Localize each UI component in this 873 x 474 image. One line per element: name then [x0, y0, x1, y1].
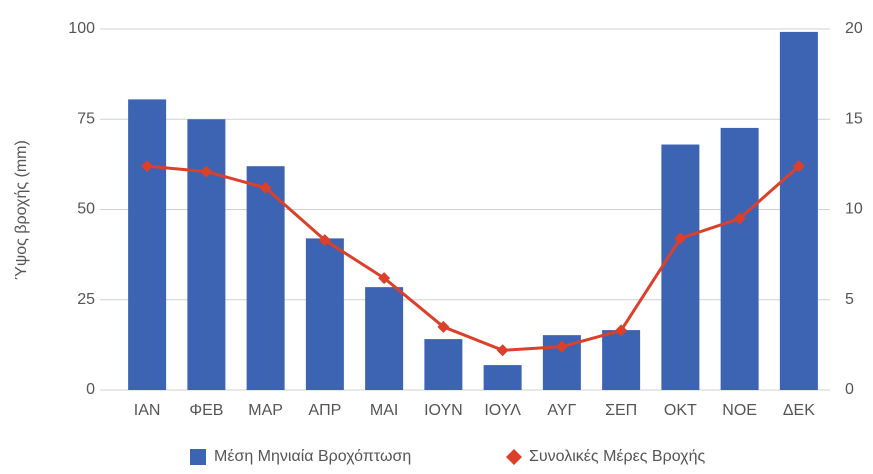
legend-marker — [190, 449, 206, 465]
bar — [128, 99, 167, 391]
y-axis-title: Ύψος βροχής (mm) — [13, 140, 30, 280]
line-marker — [496, 344, 509, 357]
x-tick-label: ΑΠΡ — [308, 402, 341, 419]
bar — [365, 287, 404, 390]
x-tick-label: ΙΟΥΛ — [484, 402, 521, 419]
bar — [246, 166, 285, 390]
y-tick-label: 75 — [77, 110, 95, 127]
line-marker — [674, 232, 687, 245]
line — [146, 164, 800, 352]
bar — [305, 238, 344, 390]
bar — [720, 127, 759, 390]
line-marker — [318, 234, 331, 247]
x-tick-label: ΙΟΥΝ — [424, 402, 463, 419]
y-tick-label: 100 — [68, 20, 95, 37]
line-marker — [555, 340, 568, 353]
y2-tick-label: 15 — [845, 110, 863, 127]
y2-tick-label: 10 — [845, 201, 863, 218]
y2-tick-label: 20 — [845, 20, 863, 37]
x-tick-label: ΝΟΕ — [722, 402, 757, 419]
x-tick-label: ΟΚΤ — [664, 402, 697, 419]
bar — [602, 330, 641, 390]
bar — [483, 365, 522, 390]
y2-tick-label: 0 — [845, 381, 854, 398]
line-marker — [615, 324, 628, 337]
bar — [424, 339, 463, 390]
bar — [661, 144, 700, 390]
x-tick-label: ΜΑΡ — [248, 402, 283, 419]
x-tick-label: ΑΥΓ — [547, 402, 576, 419]
line-marker — [378, 272, 391, 285]
line-marker — [200, 165, 213, 178]
y2-tick-label: 5 — [845, 291, 854, 308]
line-marker — [141, 160, 154, 173]
x-tick-label: ΔΕΚ — [783, 402, 815, 419]
x-tick-label: ΦΕΒ — [189, 402, 223, 419]
y-tick-label: 0 — [86, 381, 95, 398]
legend-marker — [506, 449, 522, 465]
bar — [779, 31, 818, 390]
line-marker — [259, 181, 272, 194]
line-marker — [437, 320, 450, 333]
y-tick-label: 25 — [77, 291, 95, 308]
y-tick-label: 50 — [77, 201, 95, 218]
legend-label: Μέση Μηνιαία Βροχόπτωση — [214, 448, 411, 465]
bar — [187, 119, 226, 390]
x-tick-label: ΙΑΝ — [134, 402, 161, 419]
x-tick-label: ΣΕΠ — [605, 402, 637, 419]
line-marker — [733, 212, 746, 225]
legend-label: Συνολικές Μέρες Βροχής — [529, 448, 705, 465]
x-tick-label: ΜΑΙ — [370, 402, 398, 419]
line-marker — [792, 160, 805, 173]
